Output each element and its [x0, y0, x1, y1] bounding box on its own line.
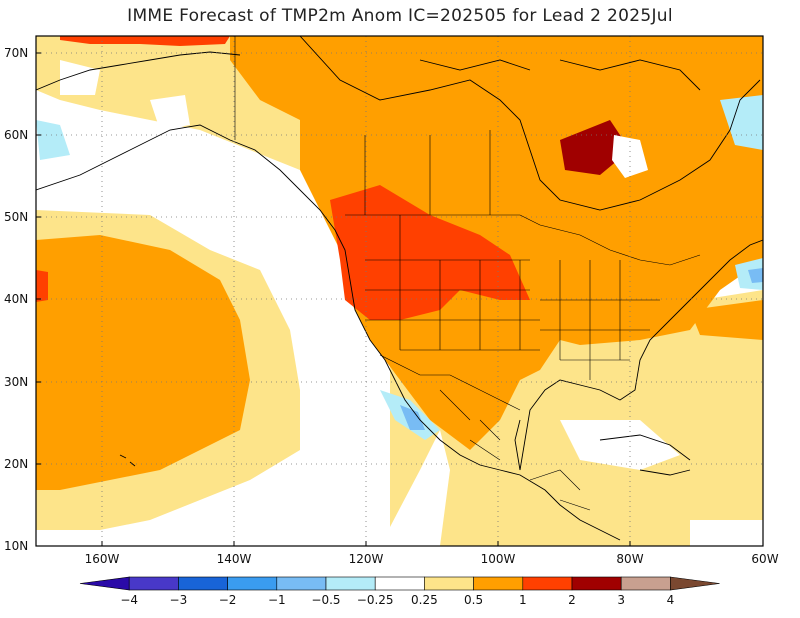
map-panel [36, 36, 763, 546]
lat-label: 20N [4, 457, 28, 471]
colorbar-tick-label: −0.5 [311, 593, 340, 607]
lon-label: 160W [85, 552, 120, 566]
map-frame [35, 35, 764, 547]
colorbar-arrow-low [79, 576, 130, 591]
colorbar-arrow-high [670, 576, 720, 591]
lon-label: 80W [616, 552, 643, 566]
colorbar-tick-label: 1 [519, 593, 527, 607]
lon-label: 100W [481, 552, 516, 566]
graticule [36, 36, 763, 546]
lat-label: 40N [4, 292, 28, 306]
colorbar-segment [424, 576, 474, 591]
colorbar-tick-label: 4 [667, 593, 675, 607]
colorbar-segment [473, 576, 524, 591]
axis-ticks [36, 52, 631, 546]
lon-label: 60W [751, 552, 778, 566]
lon-label: 140W [217, 552, 252, 566]
lat-label: 50N [4, 210, 28, 224]
lat-label: 30N [4, 375, 28, 389]
coastlines [36, 36, 763, 541]
colorbar-segment [571, 576, 622, 591]
colorbar-tick-label: −3 [170, 593, 188, 607]
colorbar-tick-label: 0.25 [411, 593, 438, 607]
colorbar-tick-label: 2 [568, 593, 576, 607]
colorbar-segment [374, 576, 425, 591]
colorbar-segment [325, 576, 376, 591]
colorbar-segment [620, 576, 671, 591]
longitude-labels: 160W 140W 120W 100W 80W 60W [85, 552, 779, 566]
lat-label: 10N [4, 539, 28, 553]
colorbar-tick-label: 3 [617, 593, 625, 607]
colorbar-segment [522, 576, 573, 591]
lon-label: 120W [349, 552, 384, 566]
lat-label: 60N [4, 128, 28, 142]
anomaly-band-neutral [60, 60, 763, 546]
colorbar-segment [227, 576, 278, 591]
colorbar: −4 −3 −2 −1 −0.5 −0.25 0.25 0.5 1 2 3 4 [79, 576, 720, 607]
colorbar-tick-label: 0.5 [464, 593, 483, 607]
colorbar-tick-label: −0.25 [357, 593, 394, 607]
colorbar-segment [276, 576, 327, 591]
map-title: IMME Forecast of TMP2m Anom IC=202505 fo… [127, 6, 673, 26]
colorbar-tick-label: −4 [120, 593, 138, 607]
anomaly-band-very-strong [560, 120, 630, 175]
colorbar-segment [128, 576, 179, 591]
lat-label: 70N [4, 46, 28, 60]
colorbar-segment [178, 576, 228, 591]
political-boundaries [234, 36, 701, 511]
latitude-labels: 70N 60N 50N 40N 30N 20N 10N [4, 46, 28, 553]
colorbar-tick-label: −1 [268, 593, 286, 607]
colorbar-tick-label: −2 [219, 593, 237, 607]
